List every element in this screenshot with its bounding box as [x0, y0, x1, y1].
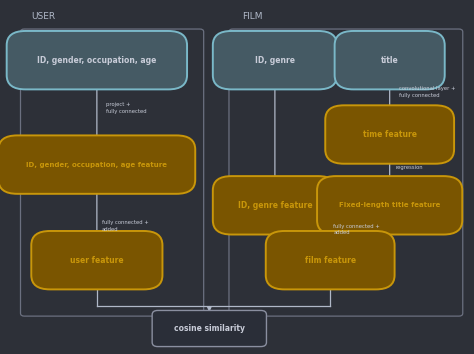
- FancyBboxPatch shape: [317, 176, 462, 234]
- FancyBboxPatch shape: [213, 31, 337, 90]
- Text: FILM: FILM: [242, 12, 263, 21]
- Text: user feature: user feature: [70, 256, 124, 265]
- FancyBboxPatch shape: [31, 231, 163, 290]
- Text: regression: regression: [395, 165, 423, 170]
- Text: ID, genre: ID, genre: [255, 56, 295, 65]
- Text: convolutional layer +
fully connected: convolutional layer + fully connected: [399, 86, 456, 98]
- Text: fully connected +
added: fully connected + added: [101, 220, 148, 232]
- FancyBboxPatch shape: [335, 31, 445, 90]
- Text: ID, gender, occupation, age feature: ID, gender, occupation, age feature: [27, 162, 167, 167]
- Text: Fixed-length title feature: Fixed-length title feature: [339, 202, 440, 208]
- FancyBboxPatch shape: [325, 105, 454, 164]
- Text: ID, gender, occupation, age: ID, gender, occupation, age: [37, 56, 156, 65]
- Text: USER: USER: [31, 12, 55, 21]
- FancyBboxPatch shape: [152, 310, 266, 347]
- Text: fully connected +
added: fully connected + added: [333, 224, 380, 235]
- Text: film feature: film feature: [305, 256, 356, 265]
- FancyBboxPatch shape: [213, 176, 337, 234]
- Text: time feature: time feature: [363, 130, 417, 139]
- Text: cosine similarity: cosine similarity: [174, 324, 245, 333]
- Text: ID, genre feature: ID, genre feature: [237, 201, 312, 210]
- FancyBboxPatch shape: [0, 135, 195, 194]
- FancyBboxPatch shape: [7, 31, 187, 90]
- FancyBboxPatch shape: [266, 231, 394, 290]
- Text: title: title: [381, 56, 399, 65]
- Text: project +
fully connected: project + fully connected: [106, 102, 147, 114]
